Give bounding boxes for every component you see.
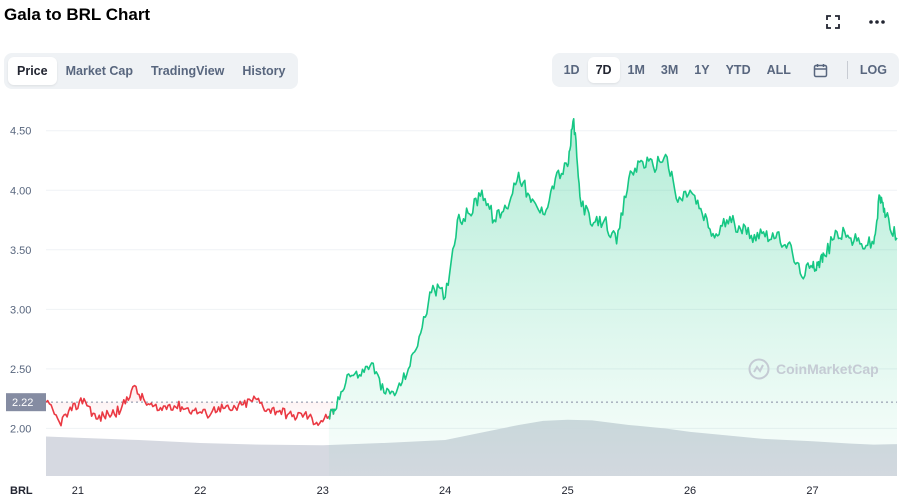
x-tick-label: 25 (561, 485, 573, 497)
more-horizontal-icon[interactable] (867, 12, 887, 32)
x-tick-label: 23 (317, 485, 329, 497)
price-area (46, 118, 897, 477)
range-all-button[interactable]: ALL (766, 63, 791, 77)
tab-market-cap[interactable]: Market Cap (65, 64, 133, 78)
chart-tabs: Price Market Cap TradingView History (4, 53, 299, 89)
time-range-selector: 1D 7D 1M 3M 1Y YTD ALL LOG (551, 53, 899, 87)
x-tick-label: 22 (194, 485, 206, 497)
price-line-down (45, 384, 336, 427)
currency-label: BRL (10, 485, 33, 497)
range-3m-button[interactable]: 3M (660, 63, 679, 77)
x-tick-label: 26 (684, 485, 696, 497)
calendar-icon[interactable] (799, 57, 843, 83)
watermark-text: CoinMarketCap (776, 361, 879, 377)
y-tick-label: 3.00 (10, 304, 31, 316)
down-area-fill (46, 385, 335, 426)
log-scale-button[interactable]: LOG (859, 63, 887, 77)
x-tick-label: 21 (72, 485, 84, 497)
range-ytd-button[interactable]: YTD (725, 63, 751, 77)
x-axis-ticks: 21 22 23 24 25 26 27 (72, 485, 819, 497)
range-1m-button[interactable]: 1M (627, 63, 645, 77)
y-tick-label: 2.00 (10, 423, 31, 435)
x-tick-label: 24 (439, 485, 451, 497)
tab-history[interactable]: History (242, 64, 286, 78)
y-tick-label: 2.50 (10, 364, 31, 376)
price-lines (45, 118, 898, 427)
coinmarketcap-logo-icon (748, 358, 770, 380)
current-price-label: 2.22 (6, 393, 46, 412)
current-price-badge (6, 393, 46, 412)
y-axis-ticks: 4.50 4.00 3.50 3.00 2.50 2.00 BRL (10, 126, 33, 497)
watermark: CoinMarketCap (748, 358, 879, 380)
tab-tradingview[interactable]: TradingView (150, 64, 225, 78)
price-line-up (328, 118, 898, 420)
up-area-fill (328, 118, 897, 477)
toolbar-divider (846, 61, 848, 79)
range-1y-button[interactable]: 1Y (694, 63, 710, 77)
y-tick-label: 4.00 (10, 185, 31, 197)
chart-toolbar-icons (823, 12, 887, 32)
page-title: Gala to BRL Chart (4, 5, 151, 24)
x-tick-label: 27 (806, 485, 818, 497)
range-7d-button[interactable]: 7D (587, 57, 620, 83)
y-tick-label: 3.50 (10, 245, 31, 257)
current-price-value: 2.22 (12, 397, 33, 409)
range-1d-button[interactable]: 1D (563, 63, 580, 77)
y-tick-label: 4.50 (10, 126, 31, 138)
expand-icon[interactable] (823, 12, 843, 32)
tab-price[interactable]: Price (8, 57, 57, 85)
